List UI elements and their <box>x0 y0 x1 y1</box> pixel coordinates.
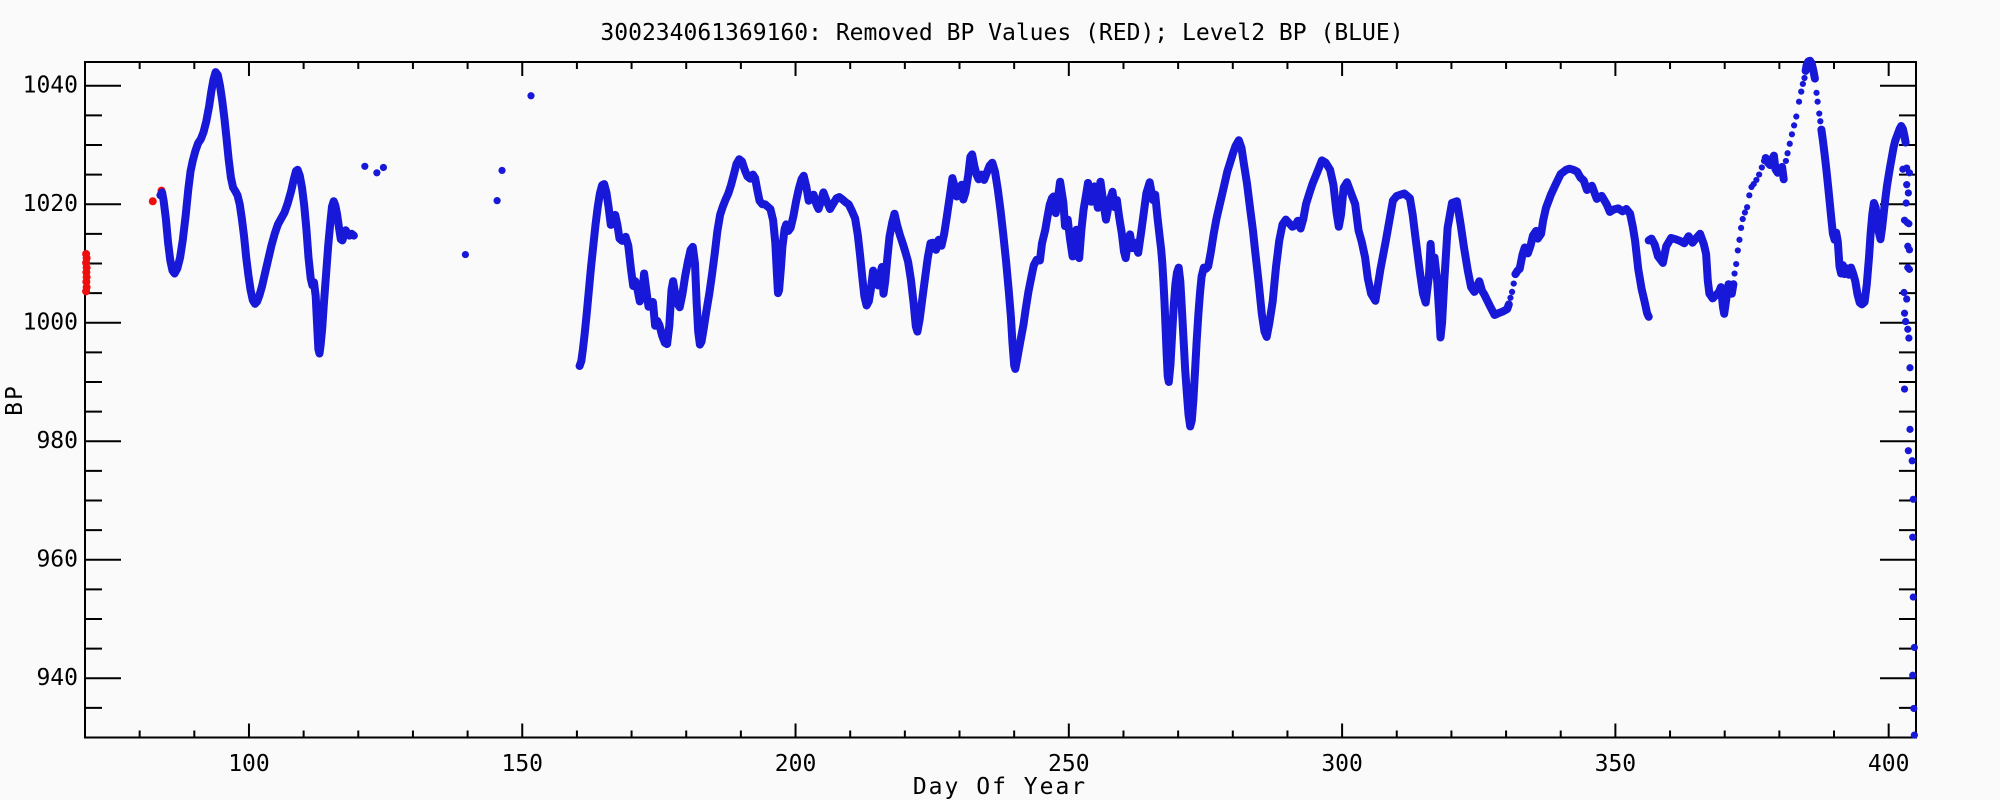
blue-dotted-point <box>1795 98 1803 105</box>
blue-dotted-point <box>1791 122 1798 129</box>
blue-dotted-point <box>1746 192 1753 199</box>
blue-scatter-point <box>1905 246 1914 254</box>
red-scatter-point <box>148 197 157 206</box>
x-tick-label: 350 <box>1595 751 1637 777</box>
blue-dotted-point <box>1760 157 1768 165</box>
blue-scatter-point <box>1906 425 1914 433</box>
blue-dotted-point <box>1786 140 1793 147</box>
blue-scatter-point <box>1909 495 1917 503</box>
blue-dotted-point <box>1799 80 1806 88</box>
blue-dotted-point <box>1758 164 1765 171</box>
y-tick-label: 960 <box>36 547 78 573</box>
blue-scatter-point <box>1908 457 1916 465</box>
blue-dotted-point <box>1739 215 1746 223</box>
y-tick-label: 1040 <box>23 73 78 99</box>
blue-scatter-point <box>1905 265 1914 273</box>
blue-dotted-point <box>1784 150 1791 157</box>
blue-dotted-point <box>1798 88 1805 95</box>
blue-dotted-point <box>1741 209 1749 216</box>
blue-scatter-point <box>379 163 388 172</box>
blue-dotted-point <box>1744 204 1751 211</box>
x-tick-label: 300 <box>1321 751 1363 777</box>
data-points-layer <box>82 56 1918 739</box>
x-tick-label: 150 <box>501 751 543 777</box>
blue-trace-segment <box>1817 122 1910 309</box>
blue-dotted-point <box>1734 247 1741 254</box>
blue-scatter-point <box>1900 288 1908 297</box>
blue-dotted-point <box>1816 110 1823 117</box>
x-tick-label: 200 <box>775 751 817 777</box>
blue-scatter-point <box>1900 385 1909 393</box>
blue-trace-segment <box>1761 151 1788 184</box>
blue-scatter-point <box>1909 671 1917 679</box>
blue-scatter-point <box>1905 334 1913 342</box>
x-tick-label: 250 <box>1048 751 1090 777</box>
x-axis-title: Day Of Year <box>913 774 1087 800</box>
blue-dotted-point <box>1733 260 1740 268</box>
y-tick-label: 940 <box>36 665 78 691</box>
blue-scatter-point <box>1899 165 1907 173</box>
blue-scatter-point <box>493 197 501 205</box>
y-axis-title: BP <box>2 384 28 416</box>
blue-dotted-point <box>1813 89 1820 96</box>
blue-scatter-point <box>1904 189 1912 197</box>
blue-scatter-point <box>373 169 381 177</box>
blue-scatter-point <box>1910 643 1918 652</box>
blue-dotted-point <box>1814 98 1821 105</box>
blue-scatter-point <box>1904 325 1912 333</box>
blue-trace-segment <box>1801 56 1819 83</box>
blue-trace-segment <box>156 68 358 358</box>
y-tick-label: 1000 <box>23 310 78 336</box>
plot-frame <box>84 61 1917 739</box>
blue-scatter-point <box>1900 309 1909 317</box>
blue-scatter-point <box>1909 593 1917 601</box>
y-tick-label: 1020 <box>23 191 78 217</box>
blue-dotted-point <box>1753 176 1760 184</box>
chart-title: 300234061369160: Removed BP Values (RED)… <box>600 20 1403 46</box>
x-tick-label: 400 <box>1868 751 1910 777</box>
blue-scatter-point <box>527 92 535 100</box>
blue-scatter-point <box>1904 447 1912 455</box>
blue-scatter-point <box>461 250 470 259</box>
blue-dotted-point <box>1756 171 1763 178</box>
blue-scatter-point <box>1903 181 1911 189</box>
blue-dotted-point <box>1801 74 1808 82</box>
blue-trace-segment <box>575 136 1513 431</box>
blue-dotted-point <box>1507 294 1514 301</box>
blue-scatter-point <box>361 162 369 170</box>
blue-scatter-point <box>1910 704 1918 713</box>
blue-scatter-point <box>498 166 506 175</box>
blue-dotted-point <box>1737 224 1745 232</box>
blue-trace-segment <box>1644 229 1738 318</box>
blue-scatter-point <box>1902 317 1910 326</box>
blue-dotted-point <box>1510 280 1517 287</box>
blue-dotted-point <box>1793 113 1800 120</box>
blue-scatter-point <box>1903 295 1911 303</box>
x-tick-label: 100 <box>228 751 270 777</box>
blue-dotted-point <box>1788 131 1796 138</box>
blue-scatter-point <box>1905 220 1913 228</box>
blue-trace-segment <box>1511 164 1653 321</box>
red-scatter-point <box>82 287 91 296</box>
blue-dotted-point <box>1817 118 1824 125</box>
blue-scatter-point <box>1902 199 1910 207</box>
blue-dotted-point <box>1782 157 1790 165</box>
blue-scatter-point <box>1906 364 1914 372</box>
blue-scatter-point <box>1905 169 1914 177</box>
axes-and-ticks: 100 150 200 250 300 350 400 940 960 980 1000 1020 10… <box>23 61 1917 777</box>
blue-scatter-point <box>1910 731 1918 739</box>
blue-scatter-point <box>1909 533 1917 541</box>
blue-dotted-point <box>1508 288 1516 296</box>
blue-dotted-point <box>1731 270 1738 277</box>
y-tick-label: 980 <box>36 428 78 454</box>
blue-dotted-point <box>1736 236 1743 243</box>
